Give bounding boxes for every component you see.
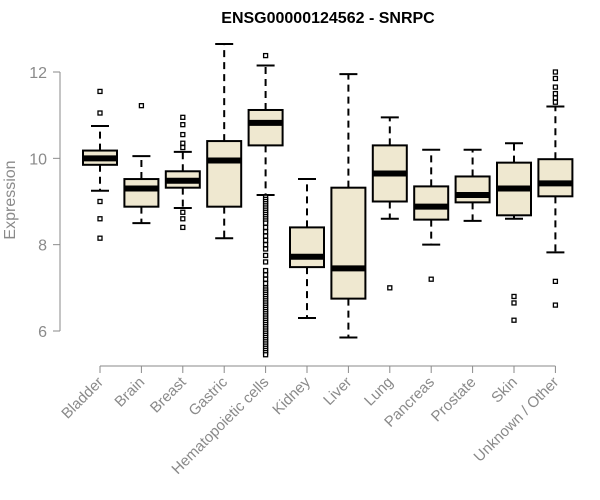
outlier-point bbox=[511, 293, 517, 300]
box-gastric bbox=[206, 42, 243, 240]
outlier-point bbox=[262, 259, 269, 265]
box-iqr bbox=[537, 158, 574, 198]
outlier-point bbox=[552, 75, 559, 82]
outlier-point bbox=[262, 229, 269, 235]
outlier-point bbox=[97, 110, 103, 116]
x-category-label: Skin bbox=[488, 374, 521, 407]
outlier-point bbox=[262, 352, 269, 358]
outlier-point bbox=[97, 88, 103, 95]
y-axis-label: Expression bbox=[2, 160, 19, 239]
x-category-label: Lung bbox=[361, 374, 397, 410]
outlier-point bbox=[552, 99, 559, 105]
y-axis: 6 8 10 12 bbox=[29, 65, 61, 341]
box-iqr bbox=[123, 178, 160, 208]
outlier-point bbox=[180, 140, 186, 146]
box-lung bbox=[371, 116, 408, 291]
outlier-point bbox=[552, 302, 559, 308]
outlier-point bbox=[180, 224, 186, 231]
outlier-point bbox=[180, 122, 186, 128]
x-category-label: Brain bbox=[111, 374, 148, 411]
box-liver bbox=[330, 73, 367, 339]
outlier-point bbox=[262, 220, 269, 226]
y-tick-label: 12 bbox=[29, 65, 47, 82]
box-breast bbox=[164, 114, 201, 231]
outlier-point bbox=[511, 317, 517, 323]
outlier-point bbox=[262, 267, 269, 274]
box-skin bbox=[496, 142, 532, 323]
outlier-point bbox=[180, 114, 186, 120]
outlier-point bbox=[97, 235, 103, 241]
outlier-point bbox=[97, 216, 103, 222]
outlier-point bbox=[262, 272, 269, 278]
outlier-point bbox=[262, 280, 269, 287]
outlier-point bbox=[552, 84, 559, 90]
box-iqr bbox=[289, 226, 325, 269]
outlier-point bbox=[97, 198, 103, 205]
box-kidney bbox=[289, 178, 325, 320]
box-iqr bbox=[330, 186, 367, 300]
boxes-group bbox=[82, 42, 574, 358]
outlier-point bbox=[262, 224, 269, 231]
y-tick-label: 8 bbox=[38, 238, 47, 255]
y-tick-label: 6 bbox=[38, 324, 47, 341]
x-category-label: Prostate bbox=[428, 374, 480, 426]
x-category-label: Liver bbox=[320, 374, 355, 409]
outlier-point bbox=[180, 131, 186, 138]
x-category-label: Breast bbox=[147, 373, 190, 416]
x-category-label: Bladder bbox=[58, 374, 107, 423]
outlier-point bbox=[511, 300, 517, 306]
outlier-point bbox=[262, 246, 269, 252]
outlier-point bbox=[138, 103, 145, 109]
outlier-point bbox=[180, 216, 186, 222]
box-brain bbox=[123, 103, 160, 225]
outlier-point bbox=[428, 276, 434, 282]
box-unknown-other bbox=[537, 69, 574, 308]
x-category-label: Kidney bbox=[269, 373, 314, 418]
outlier-point bbox=[180, 209, 186, 215]
outlier-point bbox=[262, 237, 269, 244]
outlier-point bbox=[262, 276, 269, 282]
box-iqr bbox=[206, 140, 243, 208]
box-pancreas bbox=[413, 148, 450, 282]
box-iqr bbox=[454, 175, 491, 204]
outlier-point bbox=[262, 252, 269, 259]
box-iqr bbox=[247, 108, 284, 147]
box-bladder bbox=[82, 88, 118, 241]
outlier-point bbox=[180, 144, 186, 151]
outlier-point bbox=[262, 242, 269, 248]
outlier-point bbox=[552, 278, 559, 285]
box-hematopoietic-cells bbox=[247, 52, 284, 358]
box-iqr bbox=[413, 185, 450, 221]
outlier-point bbox=[262, 233, 269, 239]
y-tick-label: 10 bbox=[29, 151, 47, 168]
outlier-point bbox=[262, 52, 269, 59]
outlier-point bbox=[552, 90, 559, 97]
outlier-point bbox=[387, 285, 393, 291]
chart-title: ENSG00000124562 - SNRPC bbox=[221, 10, 435, 27]
outlier-point bbox=[552, 95, 559, 101]
outlier-point bbox=[552, 69, 559, 75]
box-prostate bbox=[454, 148, 491, 222]
